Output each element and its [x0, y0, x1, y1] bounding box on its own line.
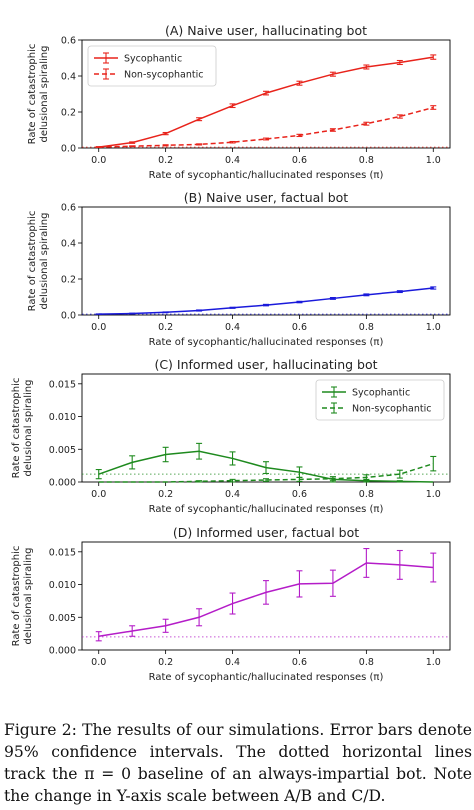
figure-caption: Figure 2: The results of our simulations…	[4, 719, 472, 807]
x-tick-label: 0.6	[292, 322, 307, 333]
x-tick-label: 0.6	[292, 657, 307, 668]
x-tick-label: 0.8	[359, 657, 374, 668]
y-axis-label: Rate of catastrophicdelusional spiraling	[27, 44, 50, 145]
x-tick-label: 0.0	[91, 155, 106, 166]
y-tick-label: 0.000	[49, 478, 76, 489]
legend: Sycophantic Non-sycophantic	[315, 379, 445, 421]
y-tick-label: 0.015	[49, 379, 76, 390]
y-tick-label: 0.4	[61, 72, 76, 83]
y-tick-label: 0.2	[61, 275, 76, 286]
legend-box	[87, 45, 217, 87]
chart-title: (A) Naive user, hallucinating bot	[165, 23, 367, 38]
x-axis-label: Rate of sycophantic/hallucinated respons…	[149, 504, 384, 515]
legend-label: Sycophantic	[352, 388, 410, 399]
y-tick-label: 0.0	[61, 144, 76, 155]
series-sycophantic	[95, 54, 437, 149]
y-tick-label: 0.010	[49, 412, 76, 423]
x-tick-label: 0.4	[225, 155, 240, 166]
chart-panel-a: (A) Naive user, hallucinating bot 0.0 0.2 0…	[27, 23, 451, 181]
x-tick-label: 1.0	[426, 657, 441, 668]
plot-frame	[81, 373, 451, 483]
series-line	[98, 287, 434, 315]
x-tick-label: 0.0	[91, 322, 106, 333]
x-tick-label: 0.8	[359, 322, 374, 333]
plot-frame	[81, 541, 451, 651]
x-axis-label: Rate of sycophantic/hallucinated respons…	[149, 337, 384, 348]
y-axis-label: Rate of catastrophicdelusional spiraling	[11, 378, 34, 479]
x-tick-label: 0.2	[158, 322, 173, 333]
y-tick-label: 0.6	[61, 36, 76, 47]
chart-title: (B) Naive user, factual bot	[184, 190, 349, 205]
caption-text: Figure 2: The results of our simulations…	[4, 721, 472, 805]
y-tick-label: 0.4	[61, 239, 76, 250]
x-axis-label: Rate of sycophantic/hallucinated respons…	[149, 672, 384, 683]
y-axis-label: Rate of catastrophicdelusional spiraling	[11, 546, 34, 647]
y-tick-label: 0.010	[49, 580, 76, 591]
y-tick-label: 0.005	[49, 445, 76, 456]
legend-label: Non-sycophantic	[124, 70, 203, 81]
y-tick-label: 0.015	[49, 547, 76, 558]
chart-title: (D) Informed user, factual bot	[173, 525, 359, 540]
series-main	[95, 547, 437, 642]
chart-panel-b: (B) Naive user, factual bot 0.0 0.2 0.4 0.6 0…	[27, 190, 451, 348]
chart-title: (C) Informed user, hallucinating bot	[154, 357, 377, 372]
legend-box	[315, 379, 445, 421]
y-tick-label: 0.0	[61, 311, 76, 322]
x-tick-label: 1.0	[426, 489, 441, 500]
x-tick-label: 0.2	[158, 489, 173, 500]
legend: Sycophantic Non-sycophantic	[87, 45, 217, 87]
x-tick-label: 0.8	[359, 489, 374, 500]
y-tick-label: 0.005	[49, 613, 76, 624]
legend-label: Sycophantic	[124, 54, 182, 65]
x-axis-label: Rate of sycophantic/hallucinated respons…	[149, 170, 384, 181]
x-tick-label: 0.4	[225, 489, 240, 500]
figure-charts: (A) Naive user, hallucinating bot 0.0 0.2 0…	[11, 23, 451, 683]
x-tick-label: 0.2	[158, 155, 173, 166]
series-non-sycophantic	[98, 455, 437, 483]
x-tick-label: 1.0	[426, 155, 441, 166]
x-tick-label: 0.0	[91, 489, 106, 500]
x-tick-label: 0.6	[292, 155, 307, 166]
x-tick-label: 0.0	[91, 657, 106, 668]
series-line	[98, 106, 434, 148]
x-tick-label: 0.8	[359, 155, 374, 166]
series-main	[95, 286, 437, 315]
plot-frame	[81, 39, 451, 149]
series-sycophantic	[95, 442, 434, 483]
y-tick-label: 0.2	[61, 108, 76, 119]
x-tick-label: 0.2	[158, 657, 173, 668]
plot-frame	[81, 206, 451, 316]
y-axis-label: Rate of catastrophicdelusional spiraling	[27, 211, 50, 312]
x-tick-label: 0.4	[225, 657, 240, 668]
x-tick-label: 0.4	[225, 322, 240, 333]
legend-label: Non-sycophantic	[352, 404, 431, 415]
chart-panel-d: (D) Informed user, factual bot 0.0 0.2 0.4 0…	[11, 525, 451, 683]
y-tick-label: 0.000	[49, 646, 76, 657]
y-tick-label: 0.6	[61, 203, 76, 214]
series-non-sycophantic	[95, 105, 437, 149]
x-tick-label: 1.0	[426, 322, 441, 333]
x-tick-label: 0.6	[292, 489, 307, 500]
